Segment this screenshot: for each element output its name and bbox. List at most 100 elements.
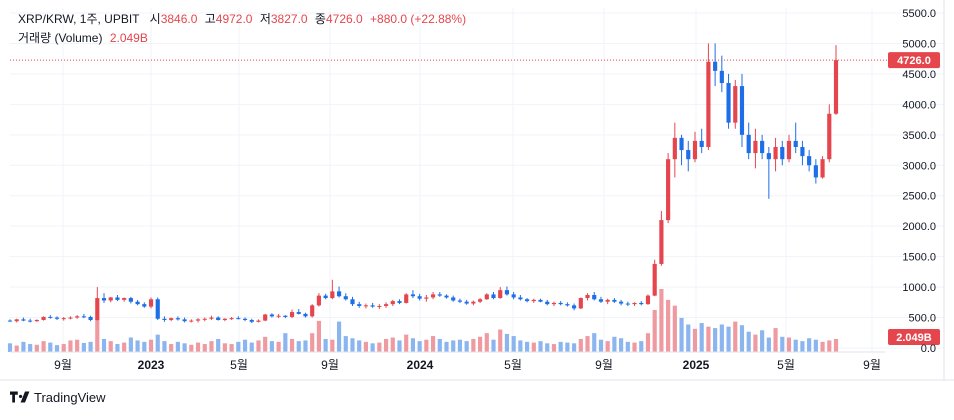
volume-bar — [330, 339, 335, 352]
volume-bar — [41, 341, 46, 352]
candle-body — [108, 297, 113, 301]
brand-name[interactable]: TradingView — [34, 389, 106, 405]
x-tick-label: 5월 — [230, 358, 248, 372]
volume-bar — [7, 343, 13, 352]
change-value: +880.0 (+22.88%) — [370, 12, 467, 26]
candle-body — [34, 319, 39, 322]
volume-bar — [135, 340, 140, 352]
volume-bar — [75, 339, 80, 352]
candle-body — [813, 165, 818, 178]
candle-body — [666, 159, 671, 221]
candle-body — [95, 298, 100, 320]
candle-body — [296, 312, 301, 314]
volume-bar — [713, 328, 718, 352]
volume-bar — [28, 344, 33, 352]
candle-body — [330, 291, 335, 299]
volume-bar — [538, 341, 543, 352]
candle-body — [464, 301, 469, 304]
volume-bar — [216, 338, 221, 352]
close-label: 종 — [314, 12, 326, 26]
volume-bar — [699, 323, 704, 352]
volume-bars — [7, 289, 839, 352]
volume-bar — [101, 338, 107, 352]
volume-bar — [236, 341, 241, 352]
candle-body — [430, 294, 436, 298]
volume-bar — [457, 339, 463, 352]
candle-body — [760, 140, 765, 154]
candle-body — [142, 304, 147, 307]
open-value: 3846.0 — [160, 12, 198, 26]
volume-bar — [619, 338, 624, 352]
volume-bar — [612, 336, 617, 352]
volume-bar — [343, 336, 348, 352]
volume-bar — [283, 333, 288, 352]
volume-bar — [659, 289, 664, 352]
candle-body — [41, 316, 46, 320]
volume-bar — [625, 341, 630, 352]
candle-body — [733, 86, 738, 123]
volume-bar — [451, 340, 456, 352]
candle-body — [699, 140, 704, 147]
candle-body — [572, 305, 577, 309]
ohlc-legend: XRP/KRW, 1주, UPBIT 시3846.0 고4972.0 저3827… — [18, 10, 466, 27]
volume-bar — [142, 341, 147, 352]
volume-bar — [525, 341, 530, 352]
symbol-label[interactable]: XRP/KRW, 1주, UPBIT — [18, 12, 140, 26]
candle-body — [592, 295, 597, 300]
candle-body — [148, 299, 154, 307]
volume-bar — [397, 340, 402, 352]
x-tick-label: 5월 — [777, 358, 795, 372]
candle-body — [672, 137, 677, 160]
volume-bar — [21, 341, 26, 352]
candle-body — [477, 299, 483, 302]
y-tick-label: 1000.0 — [902, 282, 936, 294]
candle-body — [101, 298, 107, 301]
volume-bar — [780, 336, 785, 352]
candle-body — [598, 299, 604, 302]
volume-bar — [48, 342, 53, 352]
volume-bar — [377, 342, 382, 352]
x-tick-label: 9월 — [321, 358, 339, 372]
candle-body — [780, 147, 785, 160]
volume-label[interactable]: 거래량 (Volume) — [18, 31, 103, 45]
volume-bar — [175, 341, 180, 352]
candle-body — [457, 300, 463, 302]
volume-bar — [410, 338, 416, 352]
volume-bar — [404, 334, 409, 352]
volume-bar — [182, 343, 187, 352]
volume-bar — [800, 341, 805, 352]
tradingview-logo-icon[interactable] — [10, 391, 30, 403]
candle-body — [565, 304, 570, 306]
volume-bar — [155, 334, 160, 352]
volume-bar — [122, 342, 127, 352]
candle-body — [531, 299, 536, 302]
candle-body — [605, 299, 610, 302]
candle-body — [350, 299, 355, 305]
volume-bar — [598, 339, 604, 352]
candle-body — [377, 305, 382, 307]
y-tick-label: 500.0 — [908, 313, 936, 325]
volume-bar — [269, 341, 274, 352]
x-tick-label: 9월 — [863, 358, 881, 372]
volume-bar — [296, 341, 301, 352]
volume-bar — [551, 344, 557, 352]
y-tick-label: 3500.0 — [902, 130, 936, 142]
volume-bar — [692, 328, 698, 352]
volume-bar — [760, 330, 765, 352]
candle-body — [283, 315, 288, 317]
candle-body — [390, 301, 395, 305]
volume-bar — [61, 344, 66, 352]
volume-bar — [558, 341, 563, 352]
volume-bar — [820, 341, 825, 352]
y-tick-label: 5000.0 — [902, 38, 936, 50]
volume-tag-bg — [888, 329, 940, 345]
volume-bar — [464, 341, 469, 352]
volume-bar — [209, 341, 214, 352]
candle-body — [289, 312, 295, 317]
candle-body — [162, 318, 167, 320]
candle-body — [115, 297, 120, 300]
candle-body — [68, 317, 73, 319]
volume-bar — [108, 341, 113, 352]
